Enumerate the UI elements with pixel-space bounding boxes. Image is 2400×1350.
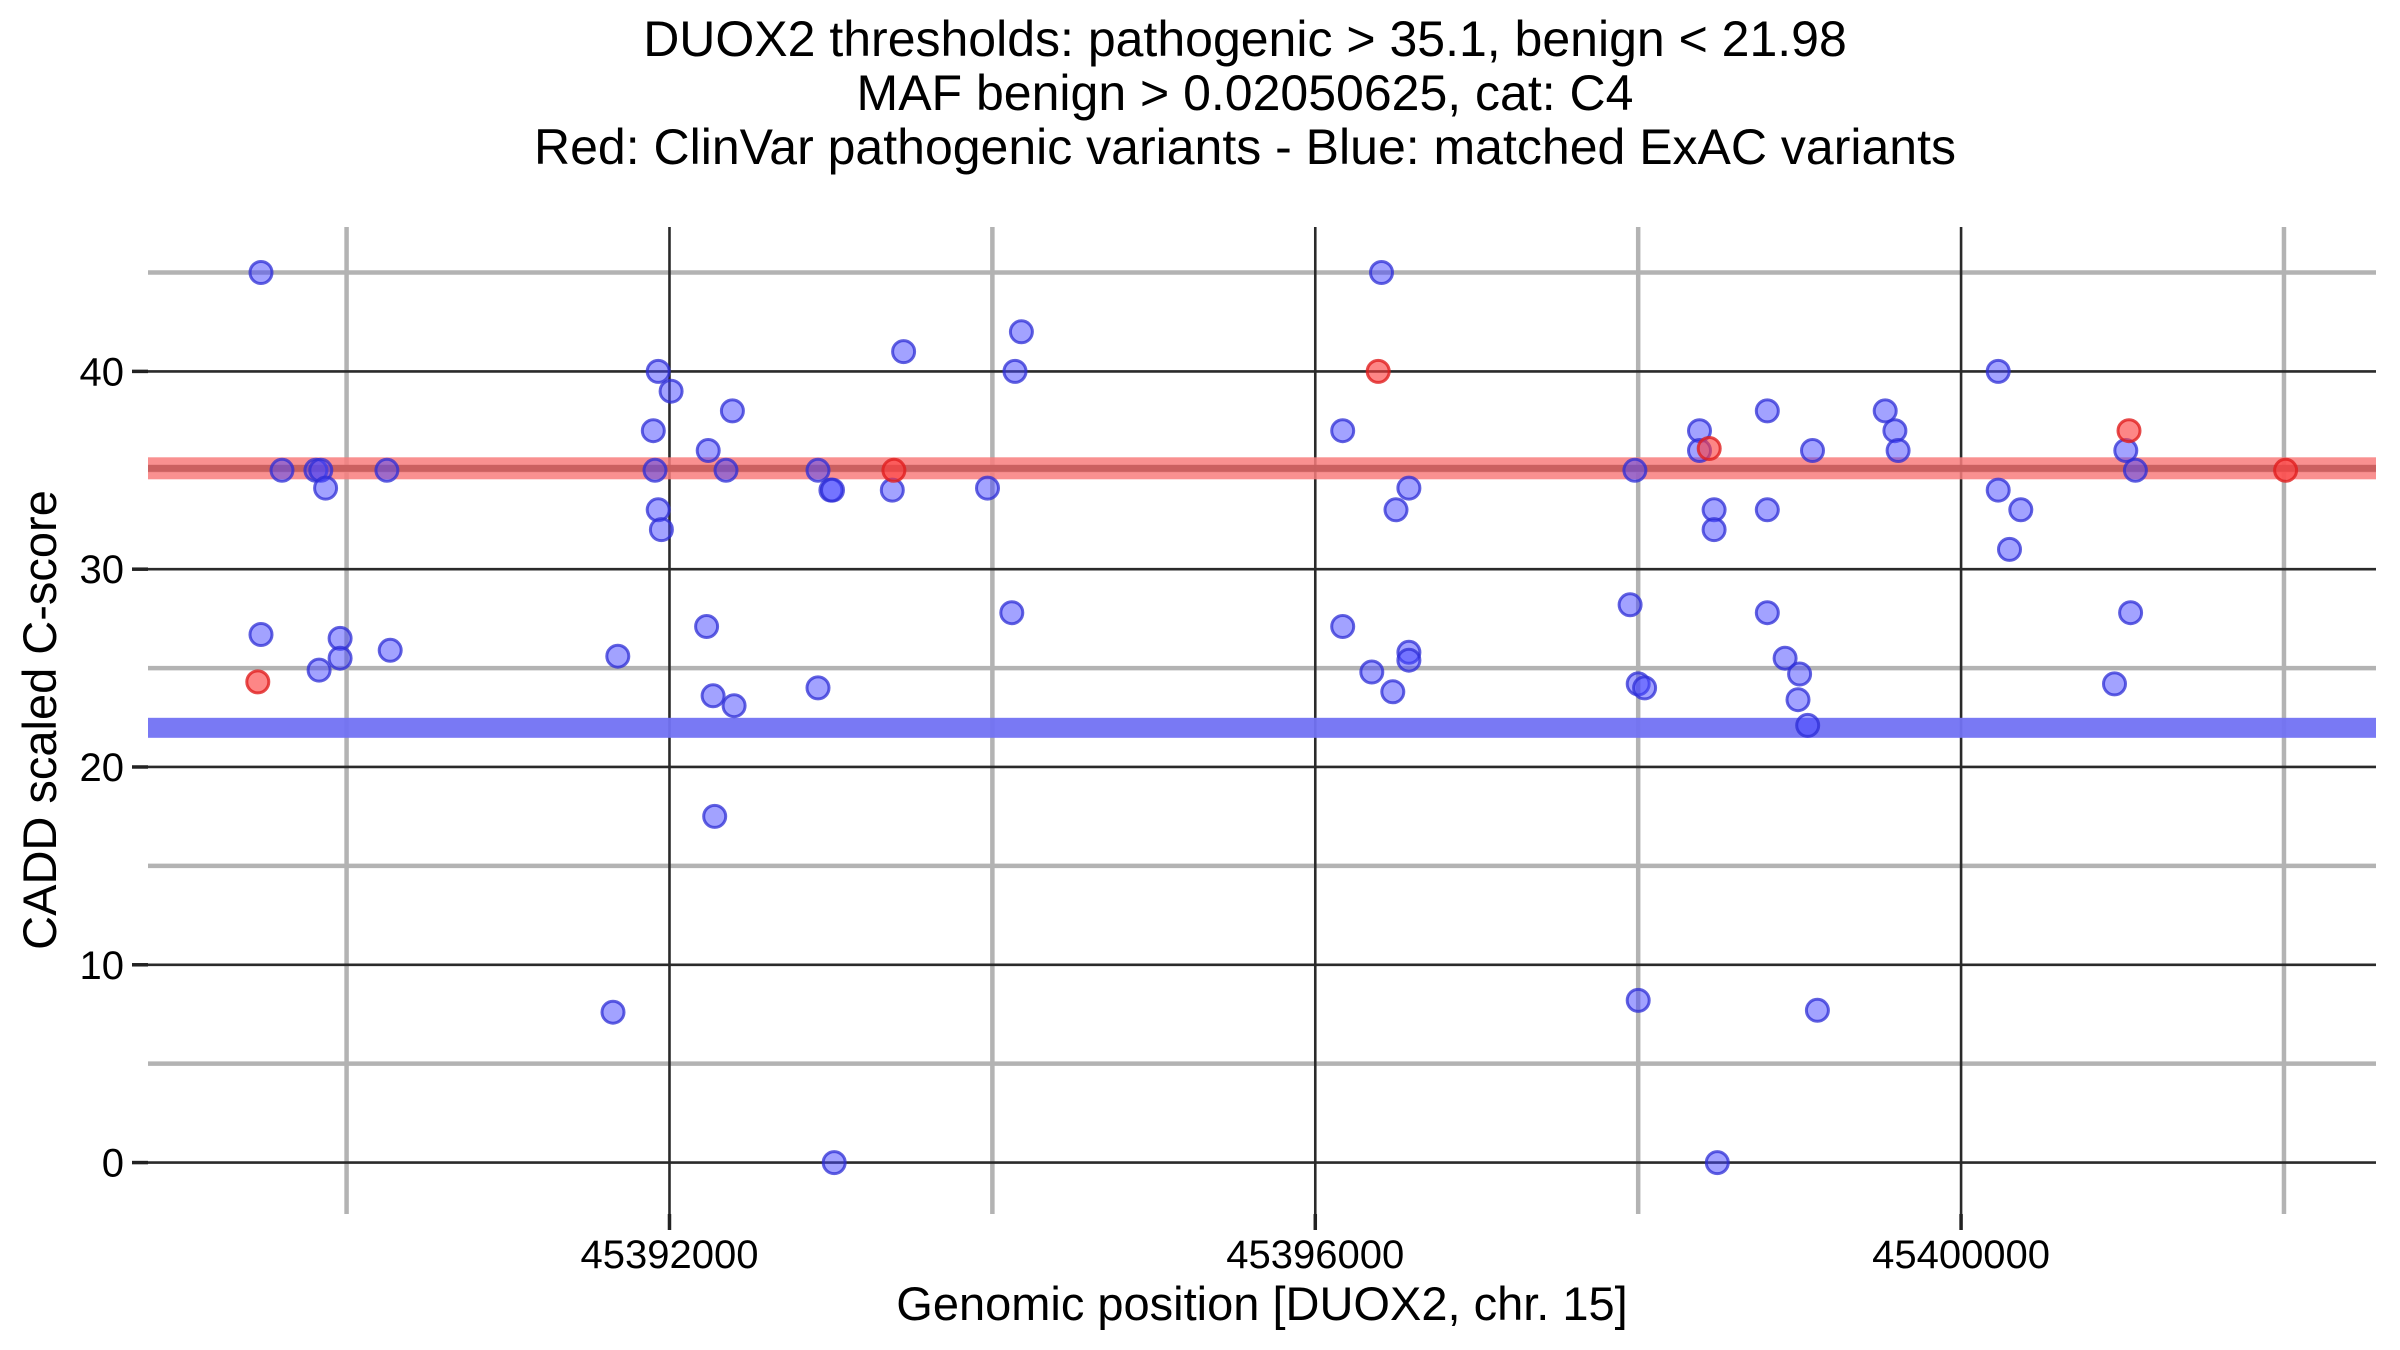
data-point-blue [645, 497, 671, 523]
data-point-blue [1800, 438, 1825, 463]
axis-tick-marks [132, 369, 1963, 1230]
threshold-bands [148, 457, 2376, 738]
data-point-blue [658, 378, 684, 404]
data-point-blue [1632, 675, 1658, 701]
data-point-blue [1396, 647, 1422, 673]
data-point-blue [694, 614, 720, 639]
data-point-blue [605, 643, 631, 669]
data-point-red [2273, 457, 2299, 483]
data-point-blue [1369, 260, 1394, 285]
data-point-blue [600, 999, 626, 1025]
data-point-blue [2102, 671, 2127, 697]
data-point-blue [891, 339, 917, 365]
data-point-blue [640, 418, 666, 444]
data-point-blue [248, 622, 274, 647]
chart-title-line-3: Red: ClinVar pathogenic variants - Blue:… [534, 119, 1956, 175]
data-point-blue [1872, 398, 1898, 424]
data-point-red [245, 669, 271, 695]
data-point-blue [820, 477, 845, 503]
data-point-red [881, 457, 907, 483]
data-point-blue [1787, 661, 1813, 687]
data-point-blue [999, 600, 1025, 626]
data-point-blue [1383, 497, 1409, 523]
data-point-blue [642, 457, 668, 483]
data-point-blue [805, 457, 831, 483]
benign-threshold-band [148, 717, 2376, 738]
data-point-blue [1330, 418, 1356, 444]
data-point-blue [306, 657, 332, 683]
data-point-blue [1002, 358, 1028, 384]
data-point-blue [2118, 600, 2144, 626]
data-point-blue [377, 637, 403, 663]
chart-title-line-2: MAF benign > 0.02050625, cat: C4 [857, 65, 1634, 121]
data-point-blue [975, 475, 1000, 501]
data-point-blue [1359, 659, 1385, 685]
y-tick-label: 10 [80, 944, 125, 988]
data-point-blue [1622, 457, 1648, 483]
data-point-blue [645, 358, 671, 384]
chart-title-line-1: DUOX2 thresholds: pathogenic > 35.1, ben… [643, 11, 1847, 67]
data-point-blue [1772, 645, 1798, 671]
x-tick-label: 45392000 [580, 1233, 758, 1277]
data-point-blue [702, 803, 728, 829]
data-point-blue [248, 260, 274, 285]
data-point-red [1365, 358, 1391, 384]
data-point-blue [1997, 536, 2022, 562]
data-point-blue [1396, 475, 1422, 501]
data-point-blue [1701, 517, 1727, 543]
gridlines-major [148, 227, 2376, 1214]
pathogenic-threshold-line [148, 464, 2376, 472]
data-point-blue [313, 475, 339, 501]
data-point-blue [713, 457, 739, 483]
data-point-blue [1754, 398, 1780, 424]
data-point-blue [1330, 614, 1356, 639]
y-tick-label: 20 [80, 746, 125, 790]
data-points [245, 260, 2299, 1176]
data-point-blue [821, 1150, 847, 1176]
data-point-blue [327, 645, 353, 671]
axis-tick-labels: 45392000 45396000 45400000 0 10 20 30 40 [80, 350, 2051, 1277]
x-tick-label: 45396000 [1226, 1233, 1404, 1277]
data-point-red [1696, 436, 1722, 461]
data-point-blue [1804, 997, 1830, 1023]
y-tick-label: 40 [80, 350, 125, 394]
data-point-blue [1625, 987, 1651, 1013]
data-point-blue [719, 398, 745, 424]
data-point-blue [695, 438, 721, 463]
x-tick-label: 45400000 [1872, 1233, 2050, 1277]
data-point-blue [374, 457, 400, 483]
data-point-blue [1617, 592, 1643, 618]
data-point-blue [2122, 457, 2148, 483]
data-point-blue [1754, 497, 1780, 523]
data-point-blue [805, 675, 831, 701]
data-point-blue [1985, 477, 2011, 503]
data-point-blue [1380, 679, 1406, 705]
x-axis-title: Genomic position [DUOX2, chr. 15] [896, 1277, 1627, 1330]
data-point-blue [1985, 358, 2011, 384]
data-point-blue [1885, 438, 1911, 463]
gridlines-minor [148, 227, 2376, 1214]
data-point-blue [1008, 319, 1034, 345]
data-point-red [2116, 418, 2142, 444]
data-point-blue [721, 693, 747, 719]
y-tick-label: 30 [80, 548, 125, 592]
data-point-blue [1795, 712, 1821, 738]
data-point-blue [1882, 418, 1908, 444]
y-axis-title: CADD scaled C-score [13, 490, 66, 950]
data-point-blue [1704, 1150, 1730, 1176]
y-tick-label: 0 [102, 1142, 124, 1186]
data-point-blue [1754, 600, 1780, 626]
data-point-blue [269, 457, 295, 483]
data-point-blue [648, 517, 674, 543]
data-point-blue [700, 683, 726, 709]
data-point-blue [2008, 497, 2034, 523]
data-point-blue [1785, 687, 1811, 713]
